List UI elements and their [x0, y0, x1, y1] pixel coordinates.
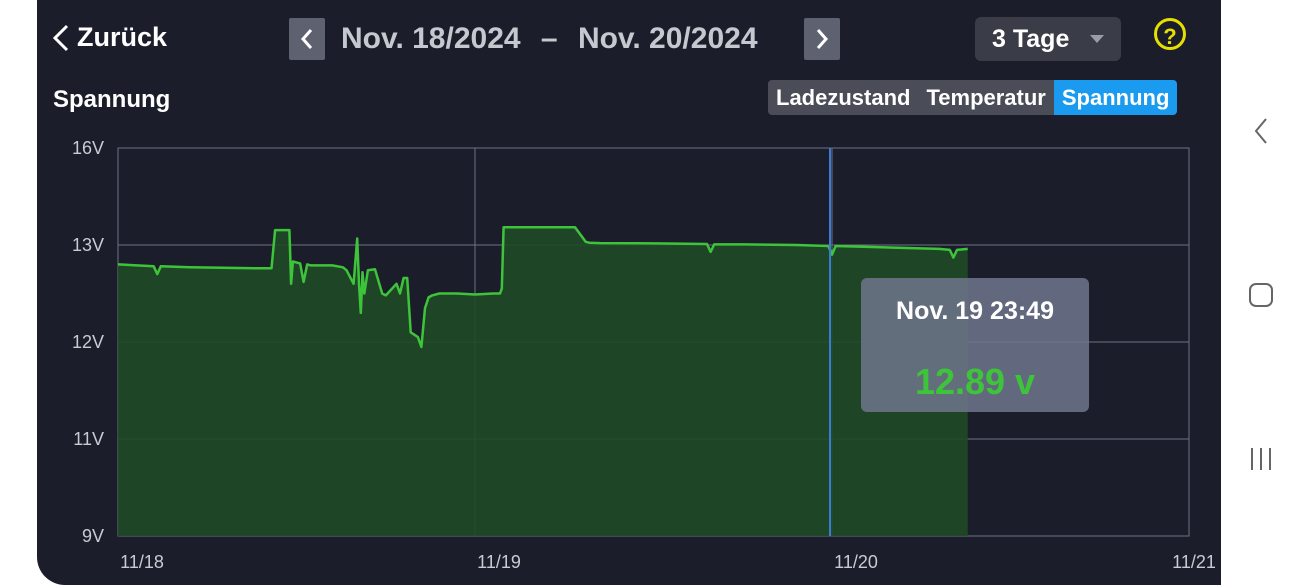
y-tick-label: 11V [73, 429, 104, 449]
voltage-chart[interactable]: 9V 11V 12V 13V 16V 11/18 11/19 11/20 11/21 [37, 0, 1221, 585]
caret-down-icon [1090, 35, 1104, 43]
nav-back-button[interactable] [1221, 116, 1300, 151]
chart-tooltip: Nov. 19 23:49 12.89 v [861, 278, 1089, 412]
series-area [118, 227, 968, 536]
date-separator: – [540, 22, 558, 55]
x-tick-label: 11/21 [1172, 552, 1216, 572]
range-select[interactable]: 3 Tage [975, 17, 1121, 61]
app-screen: Zurück Nov. 18/2024 – Nov. 20/2024 3 Tag… [37, 0, 1221, 585]
nav-back-icon [1254, 118, 1267, 144]
nav-home-button[interactable] [1221, 282, 1300, 313]
y-tick-label: 9V [82, 526, 104, 546]
tab-ladezustand[interactable]: Ladezustand [768, 80, 919, 115]
date-start: Nov. 18/2024 [341, 22, 521, 55]
metric-tabs: Ladezustand Temperatur Spannung [768, 80, 1178, 115]
help-icon[interactable]: ? [1154, 18, 1186, 50]
previous-date-button[interactable] [289, 18, 325, 60]
tooltip-value: 12.89 v [914, 361, 1036, 402]
y-tick-label: 13V [72, 235, 104, 255]
x-tick-label: 11/18 [120, 552, 164, 572]
nav-home-icon [1248, 283, 1273, 307]
x-tick-label: 11/19 [477, 552, 521, 572]
y-tick-label: 16V [72, 138, 104, 158]
nav-recents-button[interactable] [1221, 446, 1300, 477]
tab-spannung[interactable]: Spannung [1053, 80, 1178, 115]
range-select-value: 3 Tage [992, 24, 1070, 53]
next-date-button[interactable] [804, 18, 840, 60]
nav-recents-icon [1250, 448, 1271, 470]
system-navbar [1221, 0, 1300, 585]
date-end: Nov. 20/2024 [577, 22, 758, 55]
y-tick-label: 12V [72, 332, 104, 352]
date-range: Nov. 18/2024 – Nov. 20/2024 [341, 22, 758, 56]
x-tick-label: 11/20 [834, 552, 878, 572]
section-title: Spannung [53, 86, 171, 113]
chevron-right-icon [816, 29, 829, 49]
tab-temperatur[interactable]: Temperatur [918, 80, 1054, 115]
back-button[interactable]: Zurück [51, 22, 167, 53]
chevron-left-icon [300, 29, 313, 49]
series-line [117, 225, 968, 349]
chevron-left-icon [52, 24, 69, 51]
tooltip-time: Nov. 19 23:49 [896, 297, 1054, 325]
back-label: Zurück [77, 22, 168, 52]
